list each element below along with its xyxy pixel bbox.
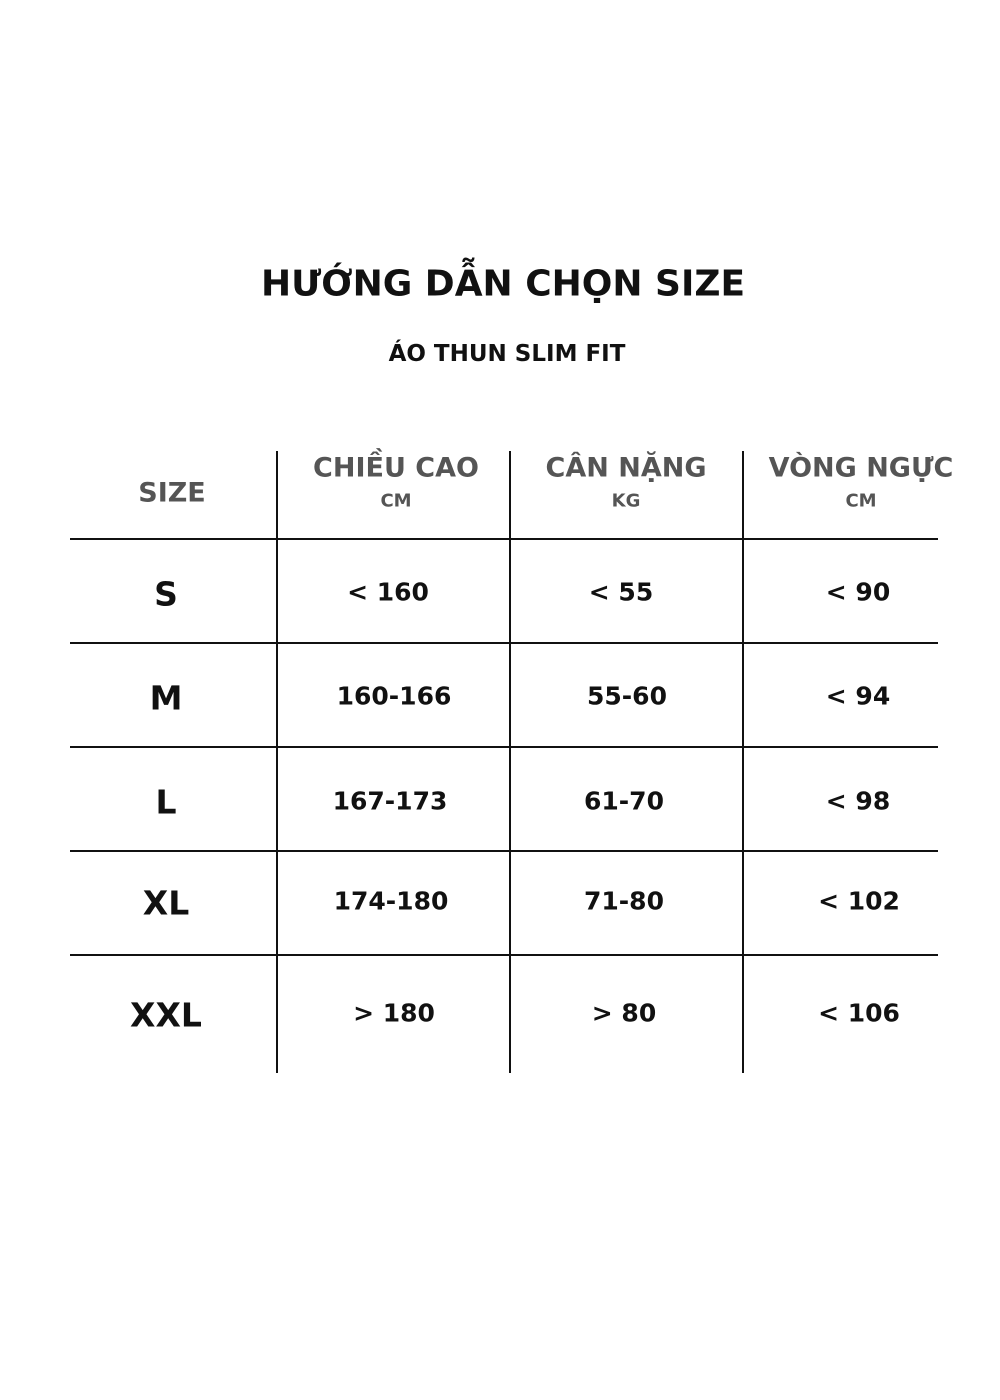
header-weight: CÂN NẶNG	[545, 452, 707, 484]
page-subtitle: ÁO THUN SLIM FIT	[388, 341, 626, 367]
row-divider	[70, 538, 938, 540]
height-value: > 180	[353, 998, 435, 1028]
size-label: L	[155, 782, 177, 822]
row-divider	[70, 850, 938, 852]
weight-value: > 80	[591, 998, 657, 1028]
chest-value: < 90	[825, 577, 891, 607]
height-value: < 160	[347, 577, 429, 607]
height-value: 160-166	[336, 681, 452, 711]
header-height: CHIỀU CAO	[313, 452, 479, 484]
weight-value: 61-70	[584, 786, 664, 816]
chest-value: < 106	[818, 998, 900, 1028]
weight-value: 71-80	[584, 886, 664, 916]
size-label: XL	[142, 883, 190, 923]
size-label: M	[149, 678, 183, 718]
chest-value: < 94	[825, 681, 891, 711]
row-divider	[70, 746, 938, 748]
row-divider	[70, 954, 938, 956]
header-chest: VÒNG NGỰC	[768, 452, 954, 484]
size-label: S	[154, 574, 178, 614]
weight-value: < 55	[588, 577, 654, 607]
column-divider	[276, 451, 278, 1073]
page-title: HƯỚNG DẪN CHỌN SIZE	[260, 263, 746, 305]
weight-value: 55-60	[587, 681, 667, 711]
column-divider	[742, 451, 744, 1073]
header-height-unit: CM	[380, 490, 412, 512]
height-value: 167-173	[332, 786, 448, 816]
height-value: 174-180	[333, 886, 449, 916]
header-chest-unit: CM	[845, 490, 877, 512]
chest-value: < 98	[825, 786, 891, 816]
header-size: SIZE	[138, 477, 206, 509]
size-label: XXL	[130, 995, 202, 1035]
column-divider	[509, 451, 511, 1073]
header-weight-unit: KG	[611, 490, 641, 512]
row-divider	[70, 642, 938, 644]
chest-value: < 102	[818, 886, 900, 916]
